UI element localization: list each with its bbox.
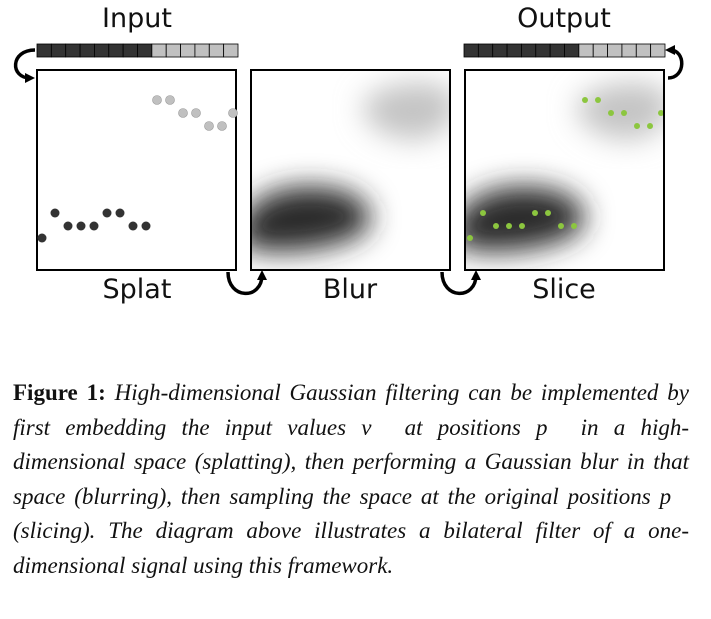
input-signal-bar bbox=[36, 43, 239, 58]
signal-point bbox=[178, 108, 188, 118]
input-label: Input bbox=[102, 3, 172, 34]
splat-panel bbox=[36, 69, 238, 271]
sliced-point bbox=[595, 97, 601, 103]
splat-label: Splat bbox=[102, 274, 172, 305]
signal-cell bbox=[578, 43, 594, 58]
sliced-point bbox=[571, 223, 577, 229]
sliced-point bbox=[558, 223, 564, 229]
signal-cell bbox=[506, 43, 522, 58]
figure-diagram bbox=[13, 43, 684, 296]
signal-cell bbox=[180, 43, 196, 58]
sliced-point bbox=[608, 110, 614, 116]
signal-cell bbox=[79, 43, 95, 58]
signal-cell bbox=[535, 43, 551, 58]
signal-point bbox=[141, 221, 151, 231]
output-label: Output bbox=[517, 3, 611, 34]
sliced-point bbox=[506, 223, 512, 229]
signal-cell bbox=[564, 43, 580, 58]
signal-cell bbox=[36, 43, 52, 58]
signal-point bbox=[76, 221, 86, 231]
signal-cell bbox=[607, 43, 623, 58]
caption-label: Figure 1: bbox=[13, 380, 106, 405]
signal-point bbox=[191, 108, 201, 118]
blur-panel bbox=[250, 69, 451, 271]
curved-arrow-icon bbox=[440, 270, 481, 296]
signal-point bbox=[50, 208, 60, 218]
signal-cell bbox=[137, 43, 153, 58]
splat-points bbox=[37, 95, 238, 243]
slice-points bbox=[467, 97, 664, 241]
sliced-point bbox=[545, 210, 551, 216]
slice-label: Slice bbox=[532, 274, 596, 305]
curved-arrow-icon bbox=[13, 48, 36, 83]
signal-point bbox=[152, 95, 162, 105]
sliced-point bbox=[480, 210, 486, 216]
signal-cell bbox=[463, 43, 479, 58]
blurred-blobs bbox=[251, 82, 450, 252]
signal-point bbox=[228, 108, 238, 118]
signal-point bbox=[63, 221, 73, 231]
sliced-point bbox=[493, 223, 499, 229]
curved-arrow-icon bbox=[665, 45, 684, 80]
output-signal-bar bbox=[463, 43, 666, 58]
signal-cell bbox=[223, 43, 239, 58]
signal-cell bbox=[122, 43, 138, 58]
signal-point bbox=[128, 221, 138, 231]
signal-point bbox=[89, 221, 99, 231]
signal-cell bbox=[151, 43, 167, 58]
signal-point bbox=[115, 208, 125, 218]
sliced-point bbox=[634, 123, 640, 129]
signal-cell bbox=[94, 43, 110, 58]
signal-cell bbox=[592, 43, 608, 58]
signal-point bbox=[102, 208, 112, 218]
blur-label: Blur bbox=[322, 274, 378, 305]
signal-cell bbox=[165, 43, 181, 58]
sliced-point bbox=[658, 110, 664, 116]
slice-panel bbox=[464, 69, 665, 271]
signal-cell bbox=[108, 43, 124, 58]
signal-point bbox=[217, 121, 227, 131]
sliced-point bbox=[621, 110, 627, 116]
signal-cell bbox=[521, 43, 537, 58]
sliced-point bbox=[519, 223, 525, 229]
sliced-blobs bbox=[465, 82, 664, 252]
signal-cell bbox=[65, 43, 81, 58]
signal-cell bbox=[194, 43, 210, 58]
signal-point bbox=[204, 121, 214, 131]
signal-cell bbox=[208, 43, 225, 58]
signal-cell bbox=[635, 43, 652, 58]
caption-text: High-dimensional Gaussian filtering can … bbox=[13, 380, 689, 578]
signal-point bbox=[165, 95, 175, 105]
figure-caption: Figure 1: High-dimensional Gaussian filt… bbox=[13, 376, 689, 583]
curved-arrow-icon bbox=[226, 270, 267, 296]
signal-cell bbox=[50, 43, 67, 58]
signal-cell bbox=[621, 43, 637, 58]
sliced-point bbox=[582, 97, 588, 103]
sliced-point bbox=[467, 235, 473, 241]
sliced-point bbox=[647, 123, 653, 129]
signal-cell bbox=[477, 43, 494, 58]
signal-cell bbox=[650, 43, 666, 58]
signal-point bbox=[37, 233, 47, 243]
signal-cell bbox=[492, 43, 508, 58]
sliced-point bbox=[532, 210, 538, 216]
signal-cell bbox=[549, 43, 565, 58]
